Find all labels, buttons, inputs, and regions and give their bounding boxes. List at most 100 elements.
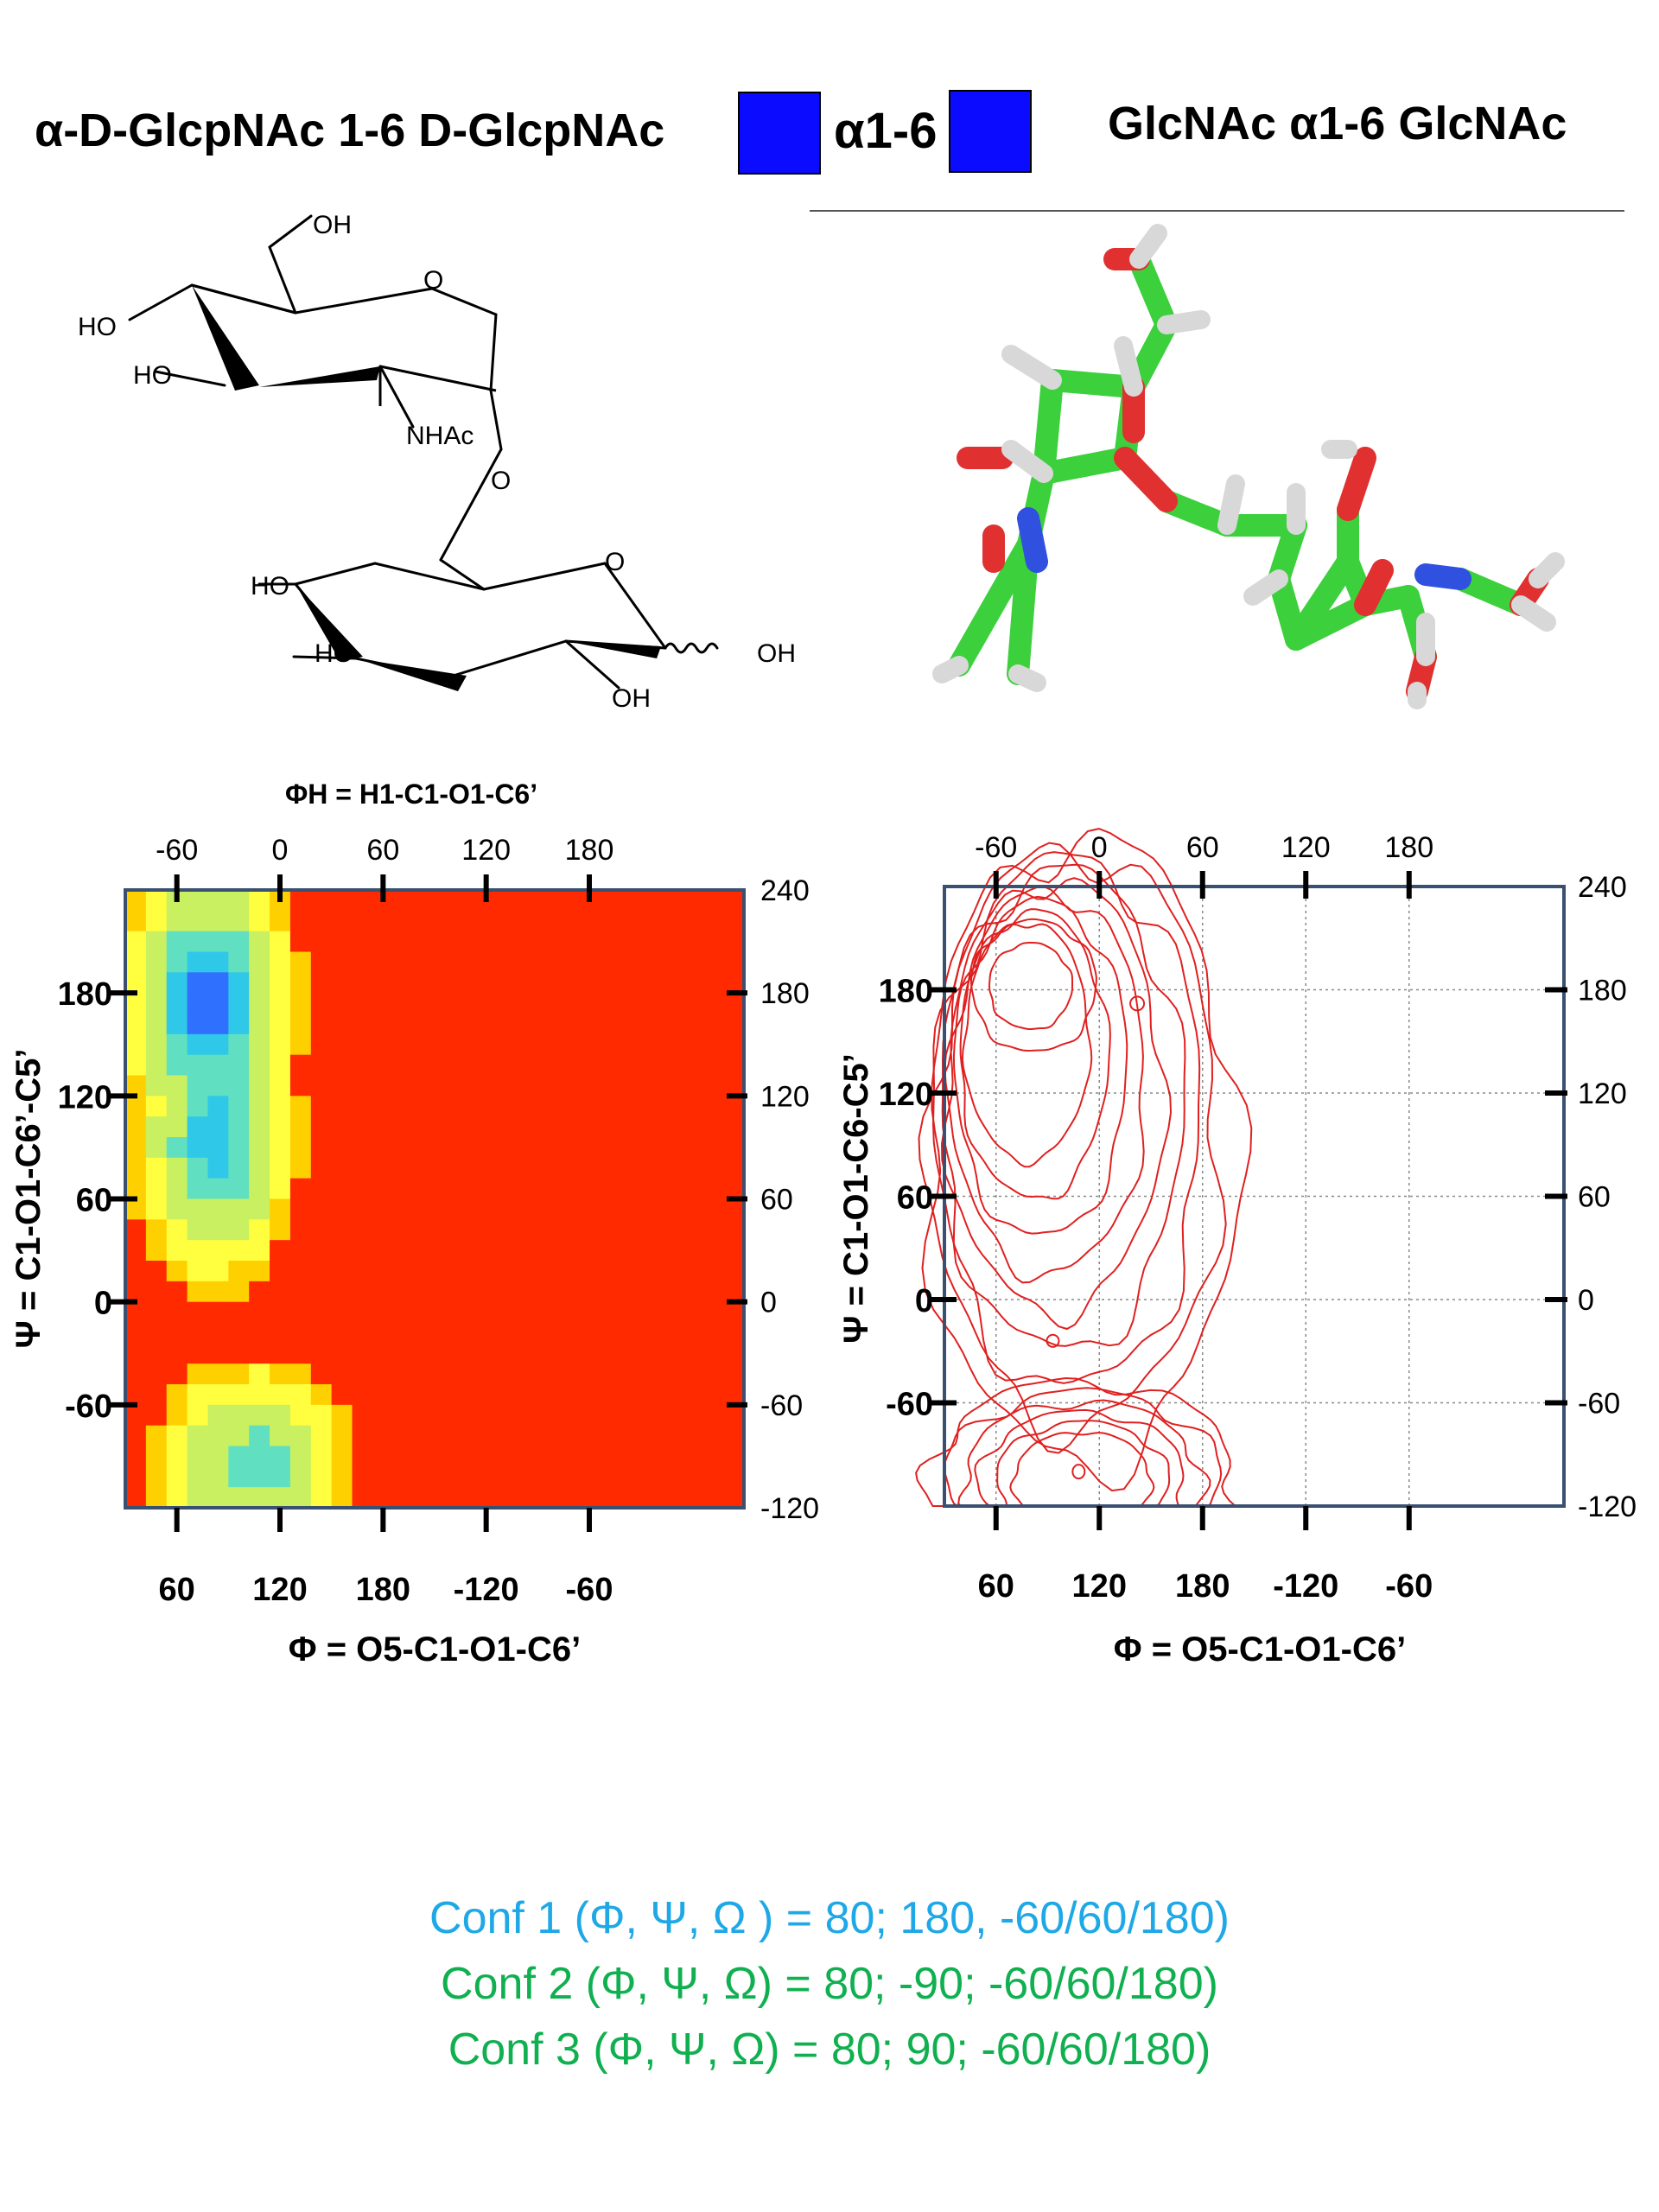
heatmap-cell	[393, 1219, 415, 1241]
heatmap-cell	[207, 1219, 229, 1241]
heatmap-cell	[620, 910, 642, 932]
heatmap-cell	[475, 1404, 498, 1427]
heatmap-cell	[372, 1178, 394, 1200]
heatmap-cell	[702, 1404, 724, 1427]
heatmap-cell	[558, 1033, 580, 1056]
heatmap-cell	[125, 1014, 147, 1035]
heatmap-cell	[228, 1054, 250, 1077]
contour-right-tick-label: 120	[1578, 1077, 1627, 1110]
heatmap-cell	[475, 1446, 498, 1467]
heatmap-cell	[393, 1014, 415, 1035]
structure-2d: OH O HO HO NHAc O HO O HO OH OH	[78, 211, 796, 713]
heatmap-cell	[475, 1054, 498, 1077]
heatmap-cell	[723, 1446, 745, 1467]
heatmap-cell	[661, 1219, 683, 1241]
heatmap-cell	[599, 1178, 621, 1200]
heatmap-cell	[331, 890, 353, 912]
heatmap-cell	[640, 1301, 663, 1324]
heatmap-cell	[289, 951, 312, 973]
heatmap-cell	[475, 1219, 498, 1241]
heatmap-cell	[537, 1054, 559, 1077]
heatmap-cell	[517, 1219, 538, 1241]
heatmap-cell	[496, 1116, 518, 1138]
heatmap-cells	[125, 890, 745, 1509]
heatmap-cell	[270, 1301, 291, 1324]
heatmap-cell	[640, 1322, 663, 1344]
heatmap-cell	[517, 993, 538, 1014]
heatmap-cell	[125, 1240, 147, 1262]
heatmap-cell	[435, 1075, 456, 1096]
heatmap-cell	[599, 890, 621, 912]
contour-top-tick-label: -60	[975, 831, 1017, 864]
heatmap-cell	[599, 1054, 621, 1077]
heatmap-cell	[640, 1261, 663, 1282]
contour-line-upper	[940, 877, 1173, 1331]
heatmap-cell	[640, 931, 663, 953]
heatmap-cell	[454, 1384, 477, 1406]
heatmap-cell	[331, 1446, 353, 1467]
heatmap-cell	[310, 1261, 333, 1282]
heatmap-cell	[537, 1301, 559, 1324]
heatmap-cell	[537, 1137, 559, 1159]
heatmap-cell	[228, 910, 250, 932]
heatmap-cell	[310, 1363, 333, 1385]
heatmap-cell	[249, 1137, 270, 1159]
heatmap-cell	[496, 1240, 518, 1262]
heatmap-cell	[310, 910, 333, 932]
heatmap-cell	[187, 1261, 209, 1282]
heatmap-cell	[414, 1137, 435, 1159]
heatmap-cell	[517, 1157, 538, 1179]
heatmap-cell	[661, 1075, 683, 1096]
heatmap-cell	[435, 1487, 456, 1509]
heatmap-cell	[289, 1343, 312, 1364]
heatmap-cell	[414, 1322, 435, 1344]
heatmap-cell	[270, 1404, 291, 1427]
heatmap-cell	[682, 1466, 703, 1488]
heatmap-xtick-label: 60	[159, 1572, 195, 1608]
heatmap-cell	[661, 1363, 683, 1385]
heatmap-cell	[414, 1466, 435, 1488]
heatmap-cell	[207, 1033, 229, 1056]
heatmap-cell	[661, 972, 683, 994]
heatmap-cell	[702, 1137, 724, 1159]
heatmap-cell	[331, 1014, 353, 1035]
heatmap-cell	[352, 1261, 373, 1282]
heatmap-cell	[166, 972, 188, 994]
heatmap-cell	[599, 1198, 621, 1220]
heatmap-cell	[393, 1466, 415, 1488]
heatmap-cell	[558, 1281, 580, 1303]
heatmap-cell	[661, 1261, 683, 1282]
contour-xtick-label: -120	[1273, 1568, 1338, 1605]
heatmap-cell	[435, 1363, 456, 1385]
heatmap-cell	[187, 993, 209, 1014]
heatmap-cell	[249, 1425, 270, 1447]
heatmap-cell	[187, 1198, 209, 1220]
heatmap-cell	[454, 972, 477, 994]
heatmap-cell	[372, 1404, 394, 1427]
heatmap-cell	[579, 1075, 601, 1096]
heatmap-cell	[125, 1425, 147, 1447]
label-ho-2: HO	[133, 361, 172, 390]
heatmap-cell	[331, 931, 353, 953]
heatmap-cell	[702, 1466, 724, 1488]
heatmap-cell	[372, 1446, 394, 1467]
heatmap-cell	[207, 1404, 229, 1427]
heatmap-cell	[249, 1487, 270, 1509]
heatmap-cell	[517, 1384, 538, 1406]
heatmap-top-tick-label: 180	[565, 834, 614, 867]
heatmap-cell	[289, 1466, 312, 1488]
heatmap-cell	[537, 1446, 559, 1467]
heatmap-cell	[372, 1116, 394, 1138]
heatmap-cell	[393, 1404, 415, 1427]
heatmap-cell	[393, 1198, 415, 1220]
heatmap-cell	[187, 1301, 209, 1324]
heatmap-cell	[661, 1178, 683, 1200]
heatmap-cell	[558, 1363, 580, 1385]
heatmap-cell	[125, 931, 147, 953]
heatmap-cell	[475, 1363, 498, 1385]
heatmap-cell	[310, 1116, 333, 1138]
heatmap-cell	[289, 1301, 312, 1324]
heatmap-cell	[454, 1116, 477, 1138]
label-oh-bottom: OH	[612, 684, 651, 713]
heatmap-cell	[599, 1219, 621, 1241]
